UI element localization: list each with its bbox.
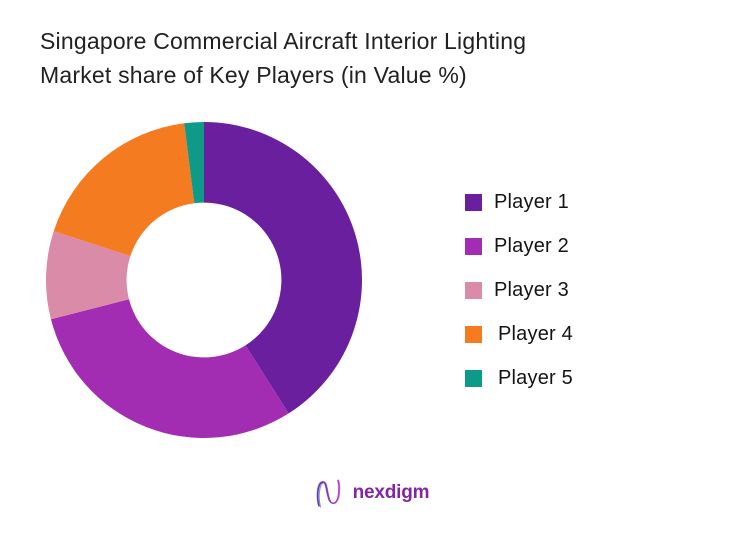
donut-chart-area	[45, 121, 363, 439]
legend-item-player-4: Player 4	[465, 322, 573, 346]
nexdigm-logo-icon	[316, 479, 340, 508]
legend-swatch-player-1	[465, 193, 482, 211]
chart-title: Singapore Commercial Aircraft Interior L…	[40, 24, 526, 92]
legend-label-player-5: Player 5	[498, 366, 573, 389]
donut-segment-player-5	[184, 122, 204, 204]
legend-item-player-1: Player 1	[465, 190, 573, 214]
donut-segment-player-2	[50, 299, 289, 438]
chart-legend: Player 1 Player 2 Player 3 Player 4 Play…	[465, 190, 573, 390]
chart-title-line-2: Market share of Key Players (in Value %)	[40, 62, 467, 88]
legend-label-player-4: Player 4	[498, 322, 573, 345]
legend-item-player-5: Player 5	[465, 366, 573, 390]
brand-footer: nexdigm	[0, 476, 744, 510]
brand-name: nexdigm	[352, 482, 430, 503]
donut-segment-player-3	[45, 231, 131, 320]
legend-swatch-player-2	[465, 237, 482, 255]
donut-chart	[45, 122, 362, 438]
donut-segment-player-4	[53, 123, 195, 257]
legend-swatch-player-5	[465, 369, 482, 387]
legend-item-player-2: Player 2	[465, 234, 573, 258]
chart-title-line-1: Singapore Commercial Aircraft Interior L…	[40, 28, 527, 54]
legend-label-player-2: Player 2	[494, 234, 569, 257]
legend-label-player-1: Player 1	[494, 190, 569, 213]
legend-item-player-3: Player 3	[465, 278, 573, 302]
legend-label-player-3: Player 3	[494, 278, 569, 301]
donut-segment-player-1	[204, 122, 362, 414]
legend-swatch-player-3	[465, 281, 482, 299]
legend-swatch-player-4	[465, 325, 482, 343]
